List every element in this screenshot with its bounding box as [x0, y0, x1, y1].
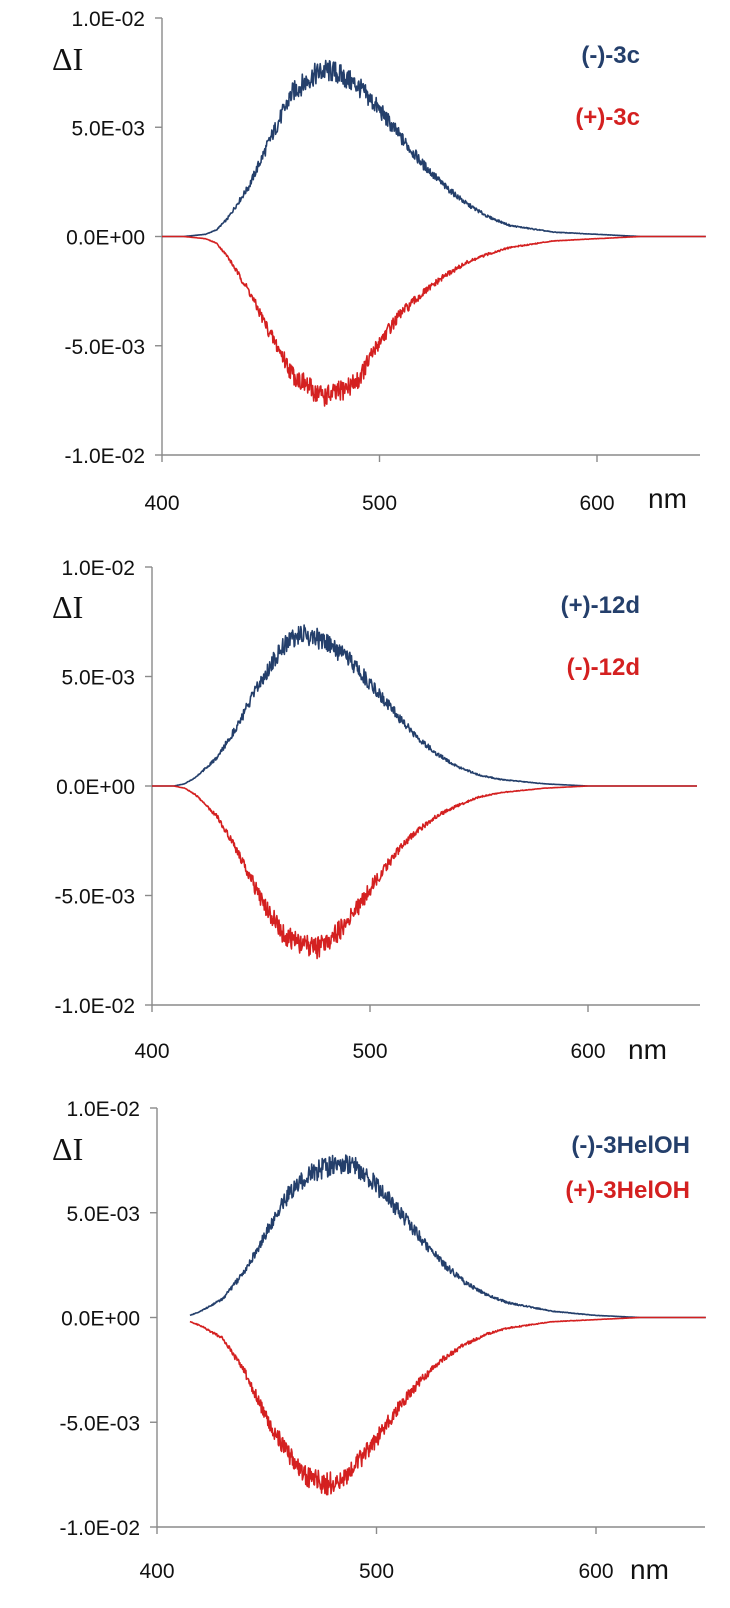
y-tick-label: 0.0E+00	[61, 1308, 140, 1331]
y-tick-label: -5.0E-03	[59, 1412, 140, 1435]
series-line-2	[189, 1316, 706, 1496]
y-tick-label: 5.0E-03	[66, 1203, 140, 1226]
series-line-1	[161, 59, 706, 238]
x-tick-label: 500	[352, 1040, 387, 1063]
y-tick-label: 5.0E-03	[61, 667, 135, 690]
series-line-1	[189, 1154, 706, 1319]
y-axis-label: ΔI	[52, 589, 83, 625]
series-line-2	[161, 235, 706, 407]
y-tick-label: -1.0E-02	[64, 445, 145, 468]
y-tick-label: 1.0E-02	[66, 1098, 140, 1121]
x-tick-label: 400	[139, 1560, 174, 1583]
y-tick-label: -5.0E-03	[54, 886, 135, 909]
legend-item-2: (+)-3HelOH	[565, 1177, 690, 1204]
x-tick-label: 400	[144, 492, 179, 515]
x-tick-label: 500	[359, 1560, 394, 1583]
x-axis-unit: nm	[648, 483, 687, 514]
legend-item-2: (+)-3c	[575, 104, 640, 131]
x-tick-label: 500	[362, 492, 397, 515]
x-tick-label: 400	[134, 1040, 169, 1063]
y-tick-label: 0.0E+00	[66, 227, 145, 250]
y-tick-label: -5.0E-03	[64, 336, 145, 359]
chart-panel-3: 1.0E-02 5.0E-03 0.0E+00 -5.0E-03 -1.0E-02 400…	[52, 1098, 706, 1585]
y-tick-label: 1.0E-02	[61, 557, 135, 580]
chart-panel-1: 1.0E-02 5.0E-03 0.0E+00 -5.0E-03 -1.0E-02 400…	[52, 8, 706, 515]
y-axis-label: ΔI	[52, 41, 83, 77]
series-line-2	[151, 785, 698, 960]
y-tick-label: 1.0E-02	[71, 8, 145, 31]
x-tick-label: 600	[579, 492, 614, 515]
y-tick-label: 0.0E+00	[56, 776, 135, 799]
x-tick-label: 600	[578, 1560, 613, 1583]
x-axis-unit: nm	[630, 1554, 669, 1585]
y-tick-label: -1.0E-02	[54, 995, 135, 1018]
chart-panel-2: 1.0E-02 5.0E-03 0.0E+00 -5.0E-03 -1.0E-02 400…	[52, 557, 700, 1065]
x-axis-unit: nm	[628, 1034, 667, 1065]
y-tick-label: 5.0E-03	[71, 117, 145, 140]
legend-item-1: (-)-3HelOH	[571, 1132, 690, 1159]
y-axis-label: ΔI	[52, 1131, 83, 1167]
legend-item-1: (-)-3c	[581, 42, 640, 69]
x-tick-label: 600	[570, 1040, 605, 1063]
legend-item-2: (-)-12d	[567, 654, 640, 681]
series-line-1	[151, 624, 698, 787]
legend-item-1: (+)-12d	[561, 592, 640, 619]
y-tick-label: -1.0E-02	[59, 1517, 140, 1540]
